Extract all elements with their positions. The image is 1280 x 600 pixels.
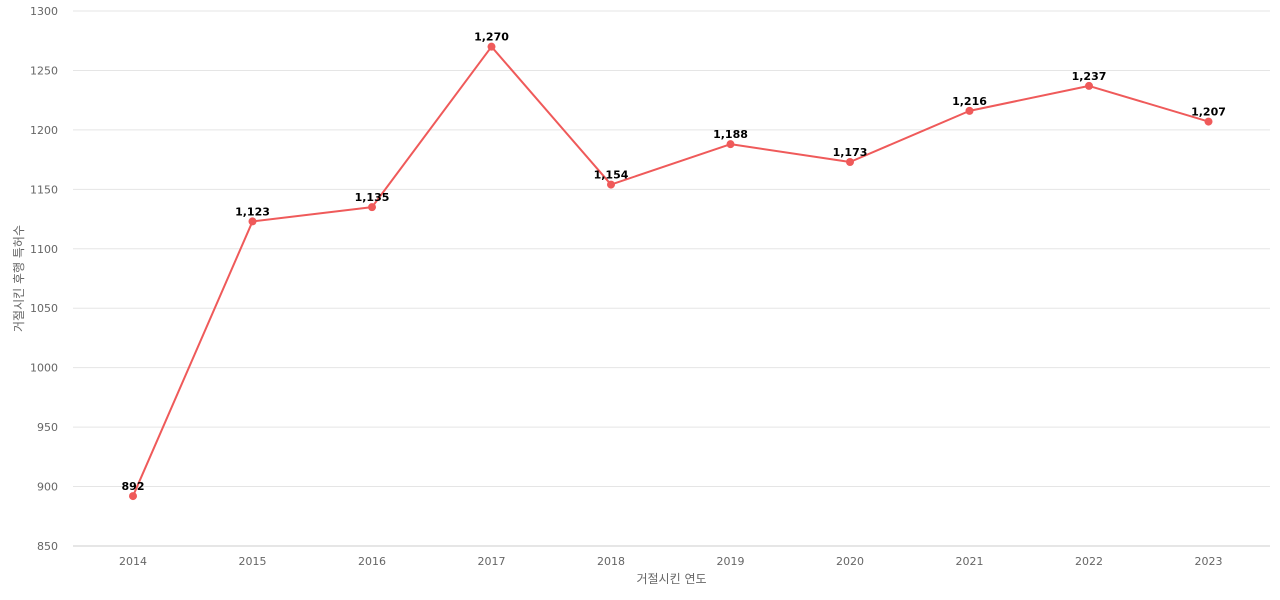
x-tick-label: 2018 [597,555,625,568]
y-axis-ticks: 850 900 950 1000 1050 1100 1150 1200 1250 1300 [30,5,58,553]
data-point [248,217,257,226]
data-point [1204,117,1213,126]
x-tick-label: 2023 [1195,555,1223,568]
data-label: 1,135 [355,191,390,204]
x-tick-label: 2014 [119,555,147,568]
series-line [132,45,1209,497]
data-point [129,492,137,501]
y-tick-label: 1250 [30,64,58,77]
data-label: 1,123 [235,205,270,218]
data-point [846,157,854,166]
data-label: 1,173 [833,146,868,159]
data-point [487,42,496,51]
x-tick-label: 2020 [836,555,864,568]
y-tick-label: 1100 [30,243,58,256]
y-axis-title: 거절시킨 후행 특허수 [11,225,26,332]
y-tick-label: 850 [37,540,58,553]
x-axis-title: 거절시킨 연도 [636,572,706,586]
series-group: 892 1,123 1,135 1,270 1,154 1,188 1,173 1,216 1,… [122,31,1226,501]
y-tick-label: 950 [37,421,58,434]
x-tick-label: 2022 [1075,555,1103,568]
grid-lines [73,10,1270,488]
data-point [965,106,974,115]
x-tick-label: 2019 [717,555,745,568]
data-point [726,140,735,149]
y-tick-label: 1000 [30,362,58,375]
y-tick-label: 1300 [30,5,58,18]
data-label: 1,207 [1191,106,1226,119]
data-point [1085,81,1093,90]
data-point [607,180,615,189]
y-tick-label: 900 [37,481,58,494]
data-label: 892 [122,480,145,493]
x-tick-label: 2015 [239,555,267,568]
x-tick-label: 2017 [478,555,506,568]
data-label: 1,154 [594,169,629,182]
data-point [368,203,376,212]
y-tick-label: 1050 [30,302,58,315]
data-label: 1,270 [474,31,509,44]
data-label: 1,216 [952,95,987,108]
data-label: 1,237 [1072,70,1107,83]
x-tick-label: 2021 [956,555,984,568]
y-tick-label: 1200 [30,124,58,137]
data-label: 1,188 [713,128,748,141]
x-tick-label: 2016 [358,555,386,568]
x-axis-ticks: 2014 2015 2016 2017 2018 2019 2020 2021 2022 2023 [119,555,1223,568]
y-tick-label: 1150 [30,183,58,196]
